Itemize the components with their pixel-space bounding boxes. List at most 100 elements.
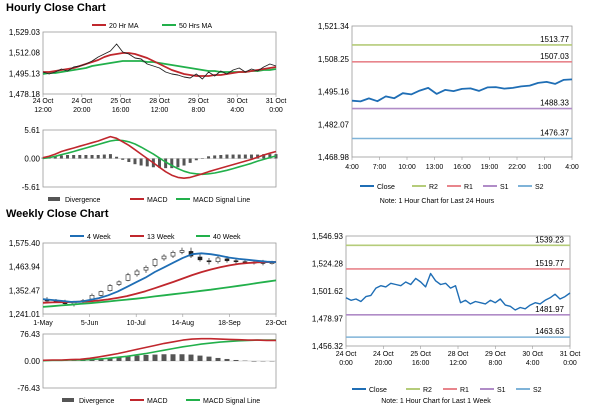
weekly-candle-body xyxy=(116,281,122,285)
weekly-candle-body xyxy=(197,256,203,261)
hourly-levels-x-tick: 10:00 xyxy=(398,164,416,171)
hourly-divergence-bar xyxy=(145,158,149,167)
hourly-divergence-bar xyxy=(59,155,63,159)
weekly-macd-y-tick: -76.43 xyxy=(17,384,40,393)
weekly-candle-body xyxy=(161,255,167,260)
weekly-levels-x-tick: 31 Oct 0:00 xyxy=(560,351,581,367)
weekly-ma-y-tick: 1,463.94 xyxy=(9,263,41,272)
weekly-levels-legend-s1-label: S1 xyxy=(497,387,506,394)
weekly-legend-divergence-swatch xyxy=(62,398,74,402)
hourly-divergence-bar xyxy=(90,154,94,159)
hourly-macd-y-tick: 5.61 xyxy=(24,126,40,135)
weekly-macd-line xyxy=(42,337,276,362)
weekly-legend-divergence-label: Divergence xyxy=(79,398,115,405)
weekly-levels-x-tick: 30 Oct 4:00 xyxy=(522,351,543,367)
hourly-levels-x-tick: 19:00 xyxy=(481,164,499,171)
hourly-ma-x-tick: 24 Oct 20:00 xyxy=(72,98,93,114)
weekly-divergence-bar xyxy=(98,358,104,361)
hourly-levels-legend-r2-label: R2 xyxy=(429,184,438,191)
weekly-macd-y-tick: 0.00 xyxy=(24,357,40,366)
weekly-levels-y-tick: 1,478.97 xyxy=(312,315,344,324)
weekly-divergence-bar xyxy=(116,357,122,361)
weekly-divergence-bar xyxy=(152,354,158,361)
weekly-legend-40wk-label: 40 Week xyxy=(213,234,241,241)
hourly-levels-x-tick: 13:00 xyxy=(426,164,444,171)
hourly-ma-y-tick: 1,478.18 xyxy=(9,90,41,99)
hourly-levels-x-tick: 7:00 xyxy=(373,164,387,171)
hourly-divergence-bar xyxy=(102,154,106,159)
weekly-candle-body xyxy=(143,266,149,271)
weekly-4wk-ma-line xyxy=(42,252,277,303)
weekly-ma-y-tick: 1,241.01 xyxy=(9,310,41,319)
hourly-divergence-bar xyxy=(78,154,82,159)
hourly-divergence-bar xyxy=(133,158,137,165)
weekly-legend-macd-signal-label: MACD Signal Line xyxy=(203,398,260,405)
weekly-ma-x-tick: 5-Jun xyxy=(81,320,99,327)
weekly-candle-body xyxy=(170,252,176,257)
hourly-levels-x-tick: 22:00 xyxy=(508,164,526,171)
weekly-level-s2-label: 1463.63 xyxy=(535,327,564,336)
hourly-level-s1-label: 1488.33 xyxy=(540,99,569,108)
hourly-divergence-bar xyxy=(66,154,70,159)
hourly-divergence-bar xyxy=(207,156,211,159)
weekly-ma-x-tick: 23-Oct xyxy=(265,320,286,327)
weekly-levels-legend-s2-label: S2 xyxy=(533,387,542,394)
weekly-divergence-bar xyxy=(197,355,203,361)
weekly-divergence-bar xyxy=(107,357,113,361)
hourly-levels-y-tick: 1,508.25 xyxy=(318,55,350,64)
weekly-ma-y-tick: 1,352.47 xyxy=(9,286,41,295)
weekly-divergence-bar xyxy=(251,361,257,362)
hourly-legend-divergence-swatch xyxy=(48,197,60,201)
weekly-close-line xyxy=(345,272,571,311)
weekly-candle-body xyxy=(215,257,221,262)
weekly-ma-x-tick: 1-May xyxy=(33,320,53,327)
weekly-levels-legend-close-label: Close xyxy=(369,387,387,394)
weekly-ma-x-tick: 10-Jul xyxy=(127,320,147,327)
hourly-divergence-bar xyxy=(53,156,57,159)
weekly-levels-y-tick: 1,501.62 xyxy=(312,287,344,296)
hourly-ma-y-tick: 1,495.13 xyxy=(9,69,41,78)
hourly-divergence-bar xyxy=(182,158,186,166)
hourly-divergence-bar xyxy=(237,154,241,159)
hourly-ma-x-tick: 30 Oct 4:00 xyxy=(227,98,248,114)
hourly-macd-y-tick: -5.61 xyxy=(22,183,41,192)
hourly-levels-y-tick: 1,482.07 xyxy=(318,120,350,129)
weekly-candle-body xyxy=(107,285,113,291)
weekly-levels-y-tick: 1,524.28 xyxy=(312,260,344,269)
weekly-macd-y-tick: 76.43 xyxy=(20,330,41,339)
hourly-legend-50hr-ma-label: 50 Hrs MA xyxy=(179,23,212,30)
hourly-20hr-ma-line xyxy=(43,52,277,77)
weekly-divergence-bar xyxy=(89,359,95,361)
weekly-macd-signal-line xyxy=(42,339,276,362)
hourly-divergence-bar xyxy=(139,158,143,166)
weekly-levels-x-tick: 29 Oct 8:00 xyxy=(485,351,506,367)
hourly-divergence-bar xyxy=(219,154,223,159)
hourly-divergence-bar xyxy=(96,154,100,159)
hourly-divergence-bar xyxy=(108,154,112,159)
hourly-levels-x-tick: 4:00 xyxy=(345,164,359,171)
hourly-levels-note: Note: 1 Hour Chart for Last 24 Hours xyxy=(380,198,495,205)
weekly-levels-x-tick: 25 Oct 16:00 xyxy=(410,351,431,367)
hourly-levels-y-tick: 1,468.98 xyxy=(318,153,350,162)
weekly-level-r2-label: 1539.23 xyxy=(535,235,564,244)
hourly-levels-legend-s1-label: S1 xyxy=(500,184,509,191)
hourly-levels-legend-s2-label: S2 xyxy=(535,184,544,191)
hourly-price-line xyxy=(42,43,277,80)
hourly-divergence-bar xyxy=(170,158,174,169)
hourly-macd-line xyxy=(42,135,277,179)
hourly-close-line xyxy=(351,78,573,103)
weekly-levels-legend-r1-label: R1 xyxy=(460,387,469,394)
hourly-divergence-bar xyxy=(231,154,235,159)
weekly-chart-title: Weekly Close Chart xyxy=(6,208,109,220)
weekly-legend-4wk-label: 4 Week xyxy=(87,234,111,241)
hourly-divergence-bar xyxy=(164,158,168,169)
hourly-divergence-bar xyxy=(72,154,76,159)
weekly-divergence-bar xyxy=(125,356,131,361)
hourly-ma-x-tick: 25 Oct 16:00 xyxy=(110,98,131,114)
hourly-divergence-bar xyxy=(188,158,192,163)
weekly-legend-macd-label: MACD xyxy=(147,398,168,405)
hourly-ma-y-tick: 1,529.03 xyxy=(9,28,41,37)
weekly-divergence-bar xyxy=(143,354,149,361)
hourly-levels-legend-r1-label: R1 xyxy=(464,184,473,191)
